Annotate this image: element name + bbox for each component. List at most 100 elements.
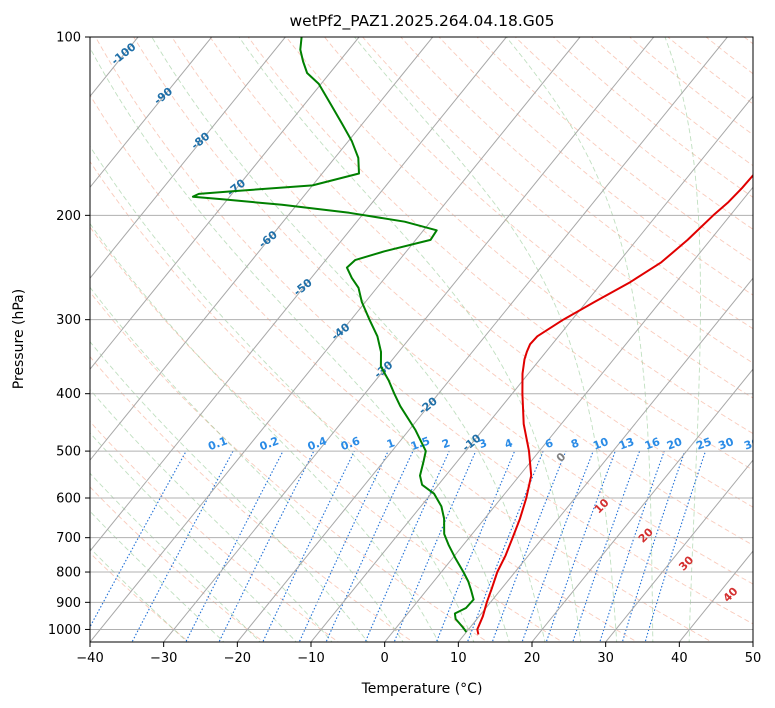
mixing-ratio-line — [621, 450, 686, 642]
dry-adiabat — [209, 37, 753, 508]
moist-adiabat — [90, 432, 297, 642]
dry-adiabat — [323, 37, 753, 399]
dry-adiabat — [90, 355, 414, 642]
dry-adiabat — [133, 37, 753, 585]
x-tick-label: 10 — [450, 651, 467, 666]
isotherm-label: -60 — [256, 228, 280, 251]
dry-adiabat — [743, 37, 753, 45]
x-tick-label: 50 — [745, 651, 762, 666]
dry-adiabat — [90, 94, 713, 642]
isotherm-label: -90 — [151, 85, 175, 108]
isotherm — [90, 37, 213, 189]
wet-bulb-label: 30 — [676, 553, 696, 573]
dry-adiabat — [362, 37, 753, 364]
moist-adiabats — [90, 37, 701, 642]
isotherm — [90, 37, 434, 461]
isotherm — [752, 641, 753, 642]
dry-adiabat — [90, 226, 564, 642]
dry-adiabat — [171, 37, 753, 546]
mixing-ratio-lines — [90, 450, 707, 642]
dry-adiabat — [438, 37, 753, 296]
isotherm-label: -20 — [416, 394, 440, 417]
mixing-ratio-line — [131, 450, 234, 642]
mixing-ratio-line — [262, 450, 355, 642]
dry-adiabat — [285, 37, 753, 435]
moist-adiabat — [90, 47, 510, 642]
dry-adiabat — [705, 37, 753, 75]
mixing-ratio-label: 13 — [617, 435, 636, 452]
mixing-ratio-line — [491, 450, 567, 642]
temperature-profile-line — [476, 173, 753, 635]
dry-adiabat — [90, 486, 265, 642]
mixing-ratio-label: 6 — [543, 436, 555, 451]
x-tick-label: 30 — [597, 651, 614, 666]
isotherm — [0, 37, 64, 642]
y-tick-label: 900 — [56, 596, 81, 611]
mixing-ratio-line — [572, 450, 641, 642]
y-axis-label: Pressure (hPa) — [11, 289, 27, 389]
y-tick-label: 300 — [56, 313, 81, 328]
mixing-ratio-label: 4 — [503, 436, 515, 451]
wet-bulb-label: 10 — [592, 496, 612, 516]
wet-bulb-label: 20 — [636, 525, 656, 545]
x-tick-label: 0 — [381, 651, 389, 666]
dry-adiabat — [90, 160, 638, 642]
mixing-ratio-label: 2 — [440, 436, 452, 451]
x-tick-label: −40 — [76, 651, 103, 666]
dry-adiabat — [629, 37, 753, 136]
moist-adiabat — [90, 222, 440, 642]
mixing-ratio-line — [599, 450, 665, 642]
x-tick-label: −30 — [150, 651, 177, 666]
mixing-ratio-line — [298, 450, 389, 642]
isotherm — [457, 277, 753, 642]
x-tick-label: 20 — [524, 651, 541, 666]
mixing-ratio-label: 20 — [665, 435, 684, 453]
dry-adiabat — [765, 24, 775, 645]
y-tick-label: 700 — [56, 531, 81, 546]
mixing-ratio-label: 0.6 — [339, 434, 362, 453]
skewed-isotherms — [0, 37, 753, 642]
pressure-gridlines — [90, 37, 753, 630]
mixing-ratio-line — [545, 450, 616, 642]
isotherm — [531, 368, 753, 642]
mixing-ratio-label: 10 — [591, 435, 610, 453]
isotherm — [90, 37, 286, 280]
moist-adiabat — [664, 37, 701, 642]
x-tick-label: −10 — [297, 651, 324, 666]
mixing-ratio-label: 16 — [643, 435, 662, 453]
mixing-ratio-line — [393, 450, 477, 642]
mixing-ratio-line — [364, 450, 450, 642]
x-axis-label: Temperature (°C) — [361, 681, 483, 697]
dry-adiabat — [90, 420, 339, 642]
isotherm — [384, 186, 753, 642]
mixing-ratio-label: 0.2 — [258, 434, 281, 453]
y-tick-label: 400 — [56, 387, 81, 402]
mixing-ratio-label: 36 — [742, 435, 761, 453]
dewpoint-profile-line — [191, 37, 475, 633]
mixing-ratio-label: 0.1 — [206, 434, 229, 453]
mixing-ratio-label: 30 — [717, 435, 736, 453]
x-tick-label: −20 — [224, 651, 251, 666]
dry-adiabat — [514, 37, 753, 230]
y-tick-label: 100 — [56, 31, 81, 46]
profile-series — [191, 37, 753, 635]
mixing-ratio-label: 0.4 — [306, 434, 329, 453]
moist-adiabat — [354, 37, 618, 642]
mixing-ratio-label: 1.5 — [409, 434, 432, 453]
mixing-ratio-label: 3 — [477, 436, 489, 451]
moist-adiabat — [151, 37, 546, 642]
dry-adiabat — [247, 37, 753, 471]
isotherm-label: -100 — [109, 40, 139, 68]
dry-adiabat — [590, 37, 753, 167]
dry-adiabat — [667, 37, 753, 105]
mixing-ratio-line — [218, 450, 315, 642]
mixing-ratio-line — [644, 450, 707, 642]
isotherm-label: -50 — [291, 276, 315, 299]
y-axis-ticks: 1000 900 800 700 600 500 400 300 200 100 — [48, 31, 90, 638]
y-tick-label: 600 — [56, 492, 81, 507]
chart-title: wetPf2_PAZ1.2025.264.04.18.G05 — [290, 12, 555, 31]
x-axis-ticks: −40 −30 −20 −10 0 10 20 30 40 50 — [76, 642, 761, 666]
dry-adiabat — [400, 37, 753, 330]
isotherm-label: -80 — [189, 129, 213, 152]
